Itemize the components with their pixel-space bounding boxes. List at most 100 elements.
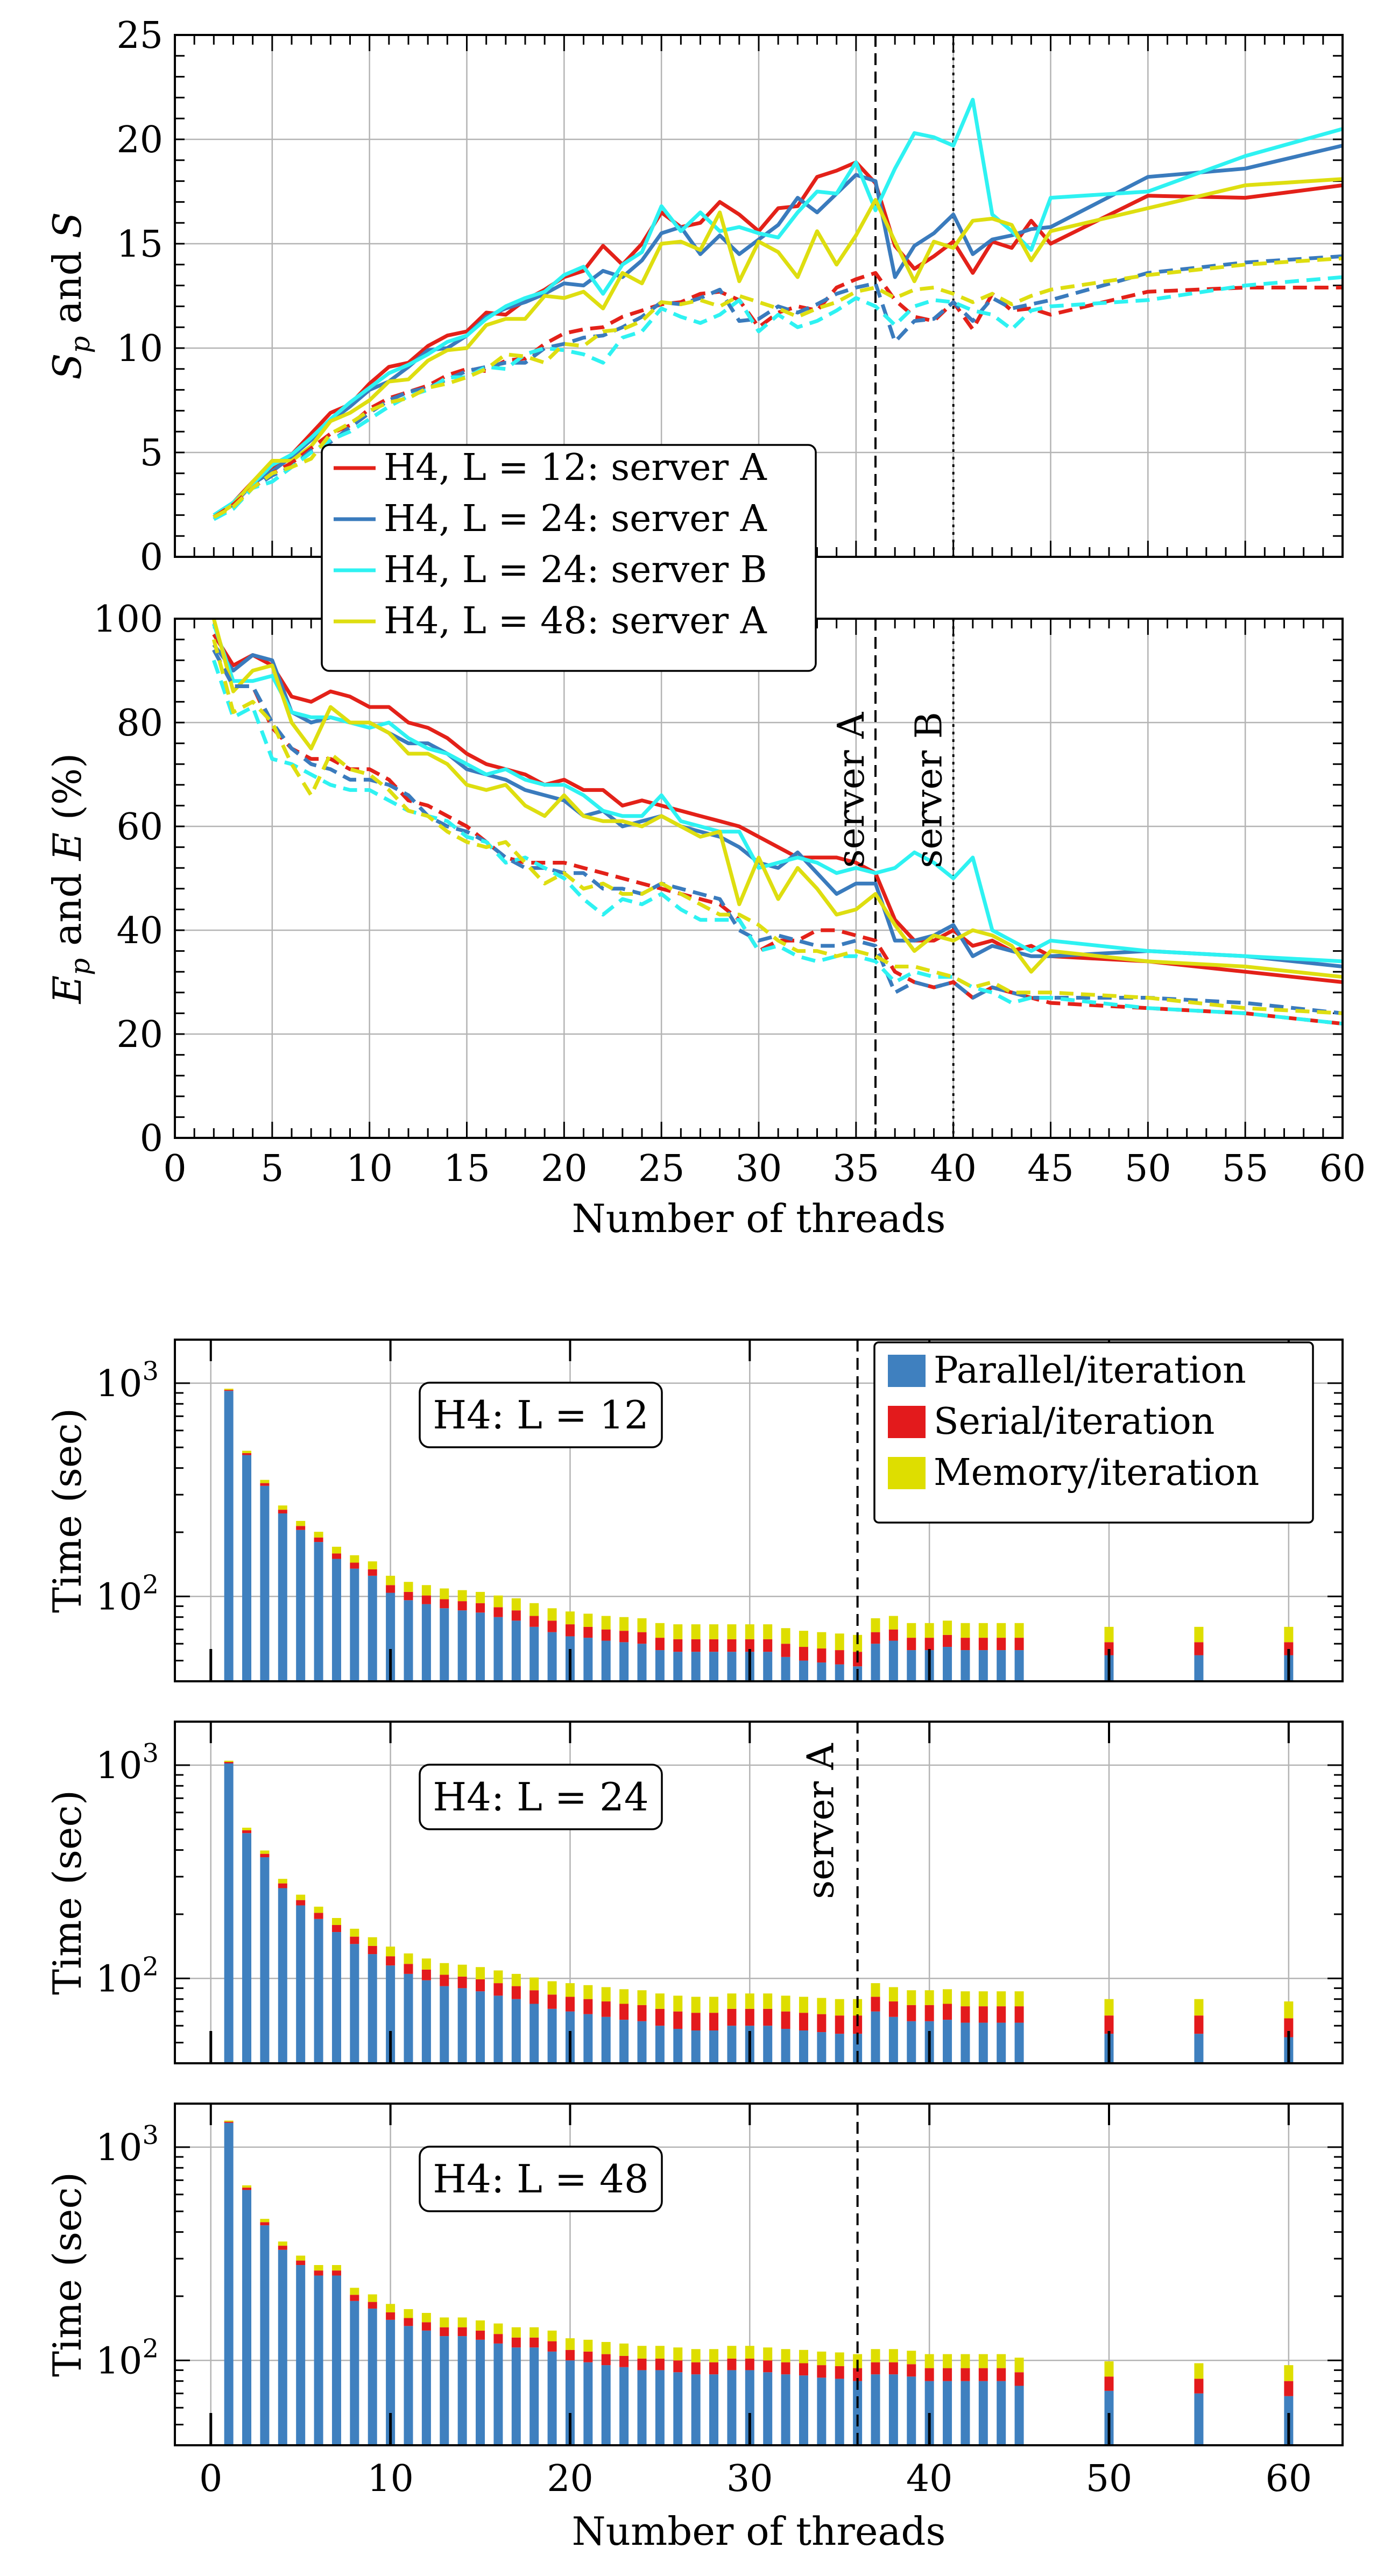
bar-parallel-42 bbox=[961, 2022, 970, 2063]
bar-serial-18 bbox=[529, 1616, 539, 1627]
bar-memory-10 bbox=[386, 1575, 396, 1586]
x-tick-label: 20 bbox=[547, 2458, 594, 2500]
bar-serial-23 bbox=[619, 2004, 629, 2020]
bar-parallel-32 bbox=[781, 1657, 790, 1681]
x-tick-label: 15 bbox=[443, 1148, 490, 1190]
panel-label-box bbox=[419, 1764, 663, 1830]
plot-frame bbox=[174, 1721, 1344, 2064]
bar-parallel-55 bbox=[1194, 2393, 1204, 2445]
y-axis-label: Time (sec) bbox=[45, 2172, 90, 2377]
bar-parallel-33 bbox=[799, 2030, 808, 2063]
bar-serial-27 bbox=[691, 2013, 701, 2031]
y-tick-label: 10 bbox=[116, 328, 163, 370]
bar-parallel-31 bbox=[763, 2026, 773, 2063]
bar-parallel-34 bbox=[817, 2377, 827, 2445]
bar-memory-38 bbox=[888, 2349, 898, 2362]
bar-serial-50 bbox=[1104, 2015, 1114, 2034]
bar-memory-12 bbox=[421, 1958, 431, 1970]
bar-parallel-5 bbox=[296, 2265, 306, 2445]
x-tick-label: 50 bbox=[1086, 2458, 1133, 2500]
bar-serial-10 bbox=[386, 1585, 396, 1593]
bar-parallel-17 bbox=[511, 1620, 521, 1681]
bar-memory-11 bbox=[404, 1953, 413, 1964]
bar-serial-44 bbox=[997, 1638, 1006, 1651]
bar-parallel-55 bbox=[1194, 1655, 1204, 1681]
x-tick-label: 55 bbox=[1222, 1148, 1269, 1190]
bar-memory-43 bbox=[978, 2354, 988, 2368]
x-tick-label: 10 bbox=[346, 1148, 393, 1190]
legend-lines: H4, L = 12: server A H4, L = 24: server A… bbox=[321, 444, 817, 672]
bar-parallel-25 bbox=[655, 2370, 665, 2445]
bar-parallel-41 bbox=[943, 2020, 952, 2063]
y-axis-label: Ep and E (%) bbox=[45, 753, 96, 1005]
bar-serial-22 bbox=[601, 2354, 611, 2366]
bar-memory-9 bbox=[368, 1561, 377, 1569]
bar-serial-3 bbox=[260, 2222, 270, 2226]
bar-memory-13 bbox=[440, 1963, 449, 1975]
legend-label-1: Serial/iteration bbox=[934, 1400, 1214, 1443]
bar-serial-41 bbox=[943, 2004, 952, 2020]
bar-serial-19 bbox=[547, 1994, 557, 2009]
bar-parallel-2 bbox=[242, 1455, 252, 1681]
bar-memory-1 bbox=[224, 1389, 234, 1390]
y-tick-label: 60 bbox=[116, 806, 163, 848]
bar-serial-22 bbox=[601, 2001, 611, 2017]
bar-parallel-32 bbox=[781, 2374, 790, 2445]
bar-memory-43 bbox=[978, 1991, 988, 2007]
bar-parallel-1 bbox=[224, 2122, 234, 2445]
bar-serial-28 bbox=[709, 1639, 719, 1652]
bar-parallel-36 bbox=[853, 2034, 863, 2063]
panel-label: H4: L = 48 bbox=[433, 2156, 648, 2202]
bar-parallel-27 bbox=[691, 2374, 701, 2445]
bar-serial-8 bbox=[350, 1936, 359, 1944]
bar-serial-43 bbox=[978, 1638, 988, 1651]
bar-serial-50 bbox=[1104, 2376, 1114, 2391]
bar-memory-43 bbox=[978, 1623, 988, 1638]
bar-parallel-8 bbox=[350, 1944, 359, 2063]
bar-parallel-27 bbox=[691, 2030, 701, 2063]
bar-parallel-3 bbox=[260, 2225, 270, 2445]
bar-parallel-42 bbox=[961, 2381, 970, 2445]
bar-serial-33 bbox=[799, 1647, 808, 1661]
bar-memory-17 bbox=[511, 1598, 521, 1611]
legend-label-3: H4, L = 48: server A bbox=[384, 600, 767, 642]
bar-serial-20 bbox=[565, 1624, 575, 1637]
bar-serial-14 bbox=[457, 2327, 467, 2337]
y-tick-label: 103 bbox=[96, 1738, 159, 1787]
bar-parallel-14 bbox=[457, 2336, 467, 2445]
bar-memory-1 bbox=[224, 2120, 234, 2122]
y-tick-label: 20 bbox=[116, 119, 163, 161]
bar-parallel-28 bbox=[709, 1652, 719, 1681]
bar-serial-30 bbox=[745, 1639, 754, 1652]
bar-memory-10 bbox=[386, 2304, 396, 2312]
bar-memory-14 bbox=[457, 2317, 467, 2327]
bar-memory-30 bbox=[745, 1993, 754, 2009]
bar-parallel-14 bbox=[457, 1988, 467, 2063]
bar-serial-1 bbox=[224, 2121, 234, 2123]
bar-memory-16 bbox=[493, 1970, 503, 1984]
y-tick-label: 103 bbox=[96, 2120, 159, 2169]
bar-memory-7 bbox=[331, 1917, 341, 1926]
bar-memory-28 bbox=[709, 1997, 719, 2013]
bar-parallel-4 bbox=[278, 1513, 287, 1681]
legend-bars: Parallel/iteration Serial/iteration Memory… bbox=[873, 1341, 1314, 1524]
bar-parallel-23 bbox=[619, 1642, 629, 1681]
bar-parallel-26 bbox=[673, 2029, 683, 2063]
bar-memory-6 bbox=[314, 1532, 323, 1538]
bar-memory-39 bbox=[907, 2351, 916, 2365]
bar-serial-7 bbox=[331, 1925, 341, 1933]
bar-serial-10 bbox=[386, 2312, 396, 2320]
bar-parallel-37 bbox=[871, 2374, 880, 2445]
y-tick-label: 15 bbox=[116, 223, 163, 266]
x-tick-label: 20 bbox=[541, 1148, 588, 1190]
bar-parallel-16 bbox=[493, 1617, 503, 1681]
bar-parallel-21 bbox=[583, 2014, 593, 2063]
bar-serial-12 bbox=[421, 1969, 431, 1980]
bar-serial-11 bbox=[404, 2318, 413, 2326]
bar-serial-34 bbox=[817, 1648, 827, 1663]
bar-memory-11 bbox=[404, 2309, 413, 2318]
x-tick-label: 10 bbox=[367, 2458, 414, 2500]
bar-serial-40 bbox=[924, 2005, 934, 2021]
bar-memory-45 bbox=[1014, 1991, 1024, 2007]
bar-serial-4 bbox=[278, 2246, 287, 2250]
